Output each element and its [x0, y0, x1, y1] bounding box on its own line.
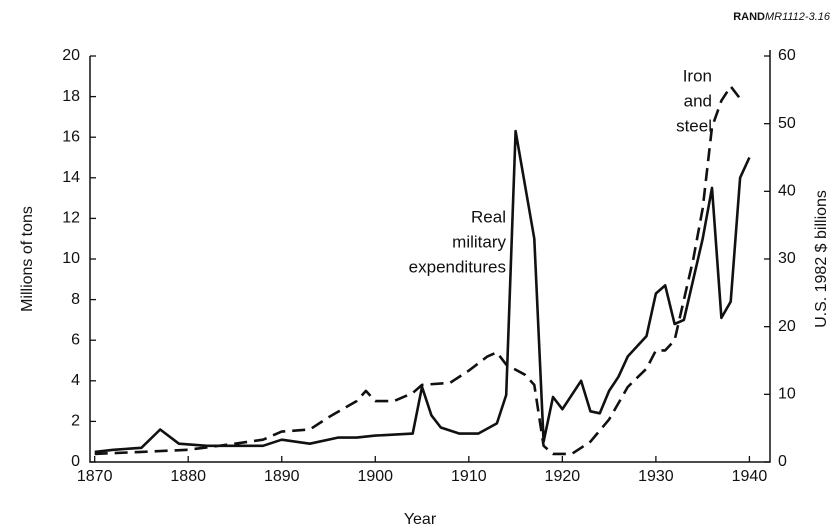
y2-axis-label: U.S. 1982 $ billions [813, 190, 830, 328]
x-tick-label: 1890 [264, 468, 300, 485]
series-label: expenditures [409, 257, 506, 276]
source-id: MR1112-3.16 [765, 11, 831, 23]
x-tick-label: 1880 [170, 468, 206, 485]
y-tick-label: 10 [62, 250, 80, 267]
x-tick-label: 1870 [77, 468, 113, 485]
y2-tick-label: 50 [778, 115, 796, 132]
y-tick-label: 0 [71, 453, 80, 470]
y2-tick-label: 10 [778, 386, 796, 403]
x-tick-label: 1920 [545, 468, 581, 485]
y2-tick-label: 60 [778, 47, 796, 64]
x-tick-label: 1930 [638, 468, 674, 485]
y-tick-label: 20 [62, 47, 80, 64]
series-label: Iron [683, 66, 712, 85]
source-note: RANDMR1112-3.16 [733, 11, 831, 23]
series-label: military [452, 232, 506, 251]
x-tick-label: 1910 [451, 468, 487, 485]
y-tick-label: 12 [62, 210, 80, 227]
y-tick-label: 16 [62, 128, 80, 145]
axes-frame [89, 50, 771, 463]
y-tick-label: 18 [62, 88, 80, 105]
x-axis-label: Year [404, 511, 437, 528]
series-label: and [684, 91, 712, 110]
y2-tick-label: 30 [778, 250, 796, 267]
y-tick-label: 8 [71, 291, 80, 308]
y-tick-label: 14 [62, 169, 80, 186]
y2-tick-label: 0 [778, 453, 787, 470]
series-line [94, 129, 751, 454]
y2-tick-label: 20 [778, 318, 796, 335]
y-tick-label: 2 [71, 413, 80, 430]
y-tick-label: 4 [71, 372, 80, 389]
series-label: Real [471, 207, 506, 226]
series-label: steel [676, 116, 712, 135]
y2-tick-label: 40 [778, 183, 796, 200]
source-org: RAND [733, 11, 765, 23]
x-tick-label: 1900 [357, 468, 393, 485]
y-tick-label: 6 [71, 331, 80, 348]
y-axis-label: Millions of tons [19, 206, 36, 312]
x-tick-label: 1940 [732, 468, 768, 485]
series-line [94, 85, 742, 456]
